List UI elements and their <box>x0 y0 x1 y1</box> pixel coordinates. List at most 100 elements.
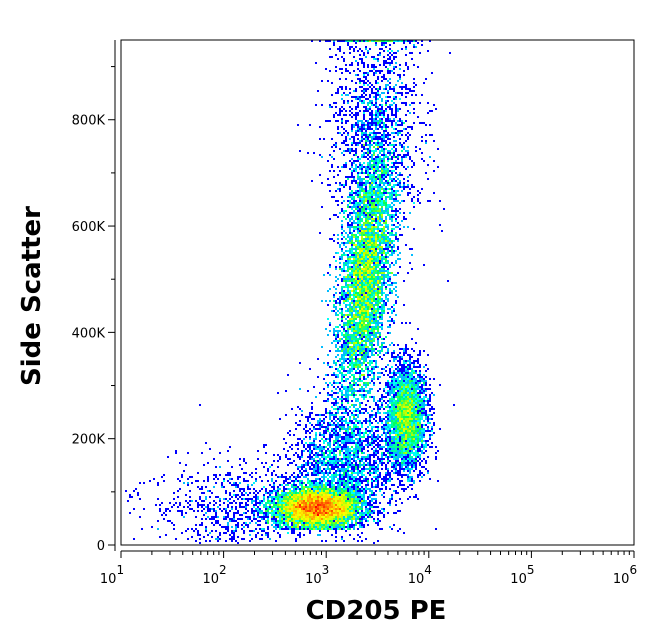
density-point <box>367 206 369 208</box>
density-point <box>375 150 377 152</box>
density-point <box>429 200 431 202</box>
density-point <box>319 422 321 424</box>
density-point <box>413 438 415 440</box>
density-point <box>429 378 431 380</box>
density-point <box>309 414 311 416</box>
density-point <box>353 326 355 328</box>
density-point <box>399 384 401 386</box>
density-point <box>357 288 359 290</box>
density-point <box>367 420 369 422</box>
density-point <box>365 318 367 320</box>
density-point <box>321 434 323 436</box>
density-point <box>401 146 403 148</box>
density-point <box>323 400 325 402</box>
density-point <box>415 390 417 392</box>
density-point <box>355 266 357 268</box>
density-point <box>373 238 375 240</box>
density-point <box>379 204 381 206</box>
density-point <box>351 340 353 342</box>
density-point <box>347 396 349 398</box>
density-point <box>361 442 363 444</box>
density-point <box>371 302 373 304</box>
density-point <box>393 392 395 394</box>
density-point <box>367 150 369 152</box>
density-point <box>337 438 339 440</box>
density-point <box>391 40 393 42</box>
density-point <box>373 318 375 320</box>
density-point <box>341 418 343 420</box>
density-point <box>345 176 347 178</box>
density-point <box>407 40 409 42</box>
density-point <box>355 90 357 92</box>
density-point <box>345 396 347 398</box>
density-point <box>343 386 345 388</box>
density-point <box>359 376 361 378</box>
density-point <box>343 342 345 344</box>
density-point <box>411 394 413 396</box>
density-point <box>393 180 395 182</box>
density-point <box>345 114 347 116</box>
density-point <box>391 446 393 448</box>
density-point <box>379 190 381 192</box>
density-point <box>399 228 401 230</box>
density-point <box>365 220 367 222</box>
density-point <box>405 84 407 86</box>
density-point <box>433 378 435 380</box>
density-point <box>401 200 403 202</box>
density-point <box>343 60 345 62</box>
density-point <box>405 434 407 436</box>
density-point <box>315 428 317 430</box>
density-point <box>329 40 331 42</box>
density-point <box>409 382 411 384</box>
density-point <box>367 98 369 100</box>
density-point <box>359 430 361 432</box>
density-point <box>393 440 395 442</box>
density-point <box>367 200 369 202</box>
density-point <box>415 422 417 424</box>
density-point <box>403 380 405 382</box>
density-point <box>377 354 379 356</box>
density-point <box>367 368 369 370</box>
density-point <box>393 380 395 382</box>
density-point <box>343 356 345 358</box>
density-point <box>365 90 367 92</box>
density-point <box>315 62 317 64</box>
density-point <box>331 430 333 432</box>
density-point <box>353 198 355 200</box>
density-point <box>365 208 367 210</box>
density-point <box>381 182 383 184</box>
density-point <box>351 278 353 280</box>
density-point <box>345 318 347 320</box>
density-point <box>405 386 407 388</box>
density-point <box>393 204 395 206</box>
density-point <box>391 206 393 208</box>
density-point <box>423 410 425 412</box>
density-point <box>387 96 389 98</box>
density-point <box>363 230 365 232</box>
density-point <box>405 418 407 420</box>
density-point <box>391 104 393 106</box>
density-point <box>415 410 417 412</box>
density-point <box>379 242 381 244</box>
density-point <box>371 372 373 374</box>
density-point <box>391 202 393 204</box>
density-point <box>401 438 403 440</box>
density-point <box>337 374 339 376</box>
density-point <box>345 284 347 286</box>
density-point <box>393 146 395 148</box>
density-point <box>343 280 345 282</box>
density-point <box>383 138 385 140</box>
density-point <box>401 444 403 446</box>
density-point <box>383 192 385 194</box>
density-point <box>389 292 391 294</box>
density-point <box>337 242 339 244</box>
density-point <box>383 132 385 134</box>
density-point <box>341 442 343 444</box>
density-point <box>357 430 359 432</box>
density-point <box>351 322 353 324</box>
density-point <box>393 170 395 172</box>
density-point <box>393 252 395 254</box>
density-point <box>429 438 431 440</box>
density-point <box>435 108 437 110</box>
density-point <box>389 290 391 292</box>
